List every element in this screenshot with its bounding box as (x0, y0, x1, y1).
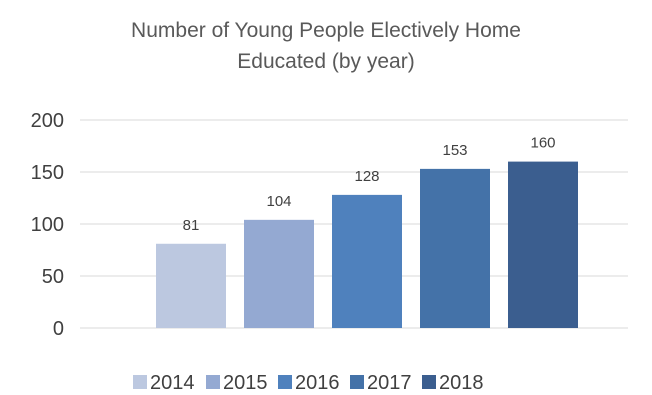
data-label-2018: 160 (530, 135, 555, 152)
legend-swatch-2017 (350, 375, 364, 389)
y-tick-label-100: 100 (31, 214, 64, 236)
data-label-2016: 128 (354, 168, 379, 185)
bar-2014 (156, 243, 226, 328)
legend-swatch-2015 (206, 375, 220, 389)
data-labels: 81 104 128 153 160 (183, 135, 556, 234)
legend-label-2015: 2015 (223, 372, 268, 394)
legend-swatch-2016 (278, 375, 292, 389)
legend: 2014 2015 2016 2017 2018 (133, 372, 484, 394)
bar-2016 (332, 194, 402, 328)
legend-label-2016: 2016 (295, 372, 340, 394)
legend-label-2014: 2014 (150, 372, 195, 394)
y-tick-label-200: 200 (31, 110, 64, 132)
data-label-2014: 81 (183, 217, 200, 234)
y-tick-label-50: 50 (42, 266, 64, 288)
data-label-2015: 104 (266, 193, 291, 210)
bar-2017 (420, 168, 490, 328)
bar-2018 (508, 161, 578, 328)
legend-swatch-2014 (133, 375, 147, 389)
y-tick-label-0: 0 (53, 318, 64, 340)
y-axis-ticks: 0 50 100 150 200 (31, 110, 64, 340)
data-label-2017: 153 (442, 142, 467, 159)
chart-title-line-1: Number of Young People Electively Home (131, 19, 521, 42)
legend-label-2017: 2017 (367, 372, 412, 394)
bars (156, 161, 578, 328)
legend-label-2018: 2018 (439, 372, 484, 394)
legend-swatch-2018 (422, 375, 436, 389)
chart-title-line-2: Educated (by year) (237, 50, 414, 73)
bar-2015 (244, 219, 314, 328)
y-tick-label-150: 150 (31, 162, 64, 184)
